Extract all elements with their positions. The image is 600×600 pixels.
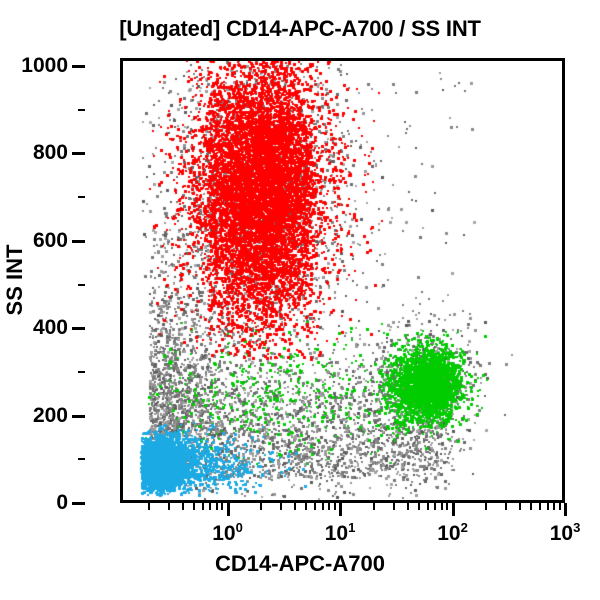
x-minor-tick bbox=[417, 503, 420, 510]
x-minor-tick bbox=[209, 503, 212, 510]
y-minor-tick bbox=[78, 108, 85, 111]
y-tick-400 bbox=[72, 327, 85, 331]
x-tick-1e1 bbox=[339, 503, 342, 516]
y-tick-800 bbox=[72, 152, 85, 156]
x-minor-tick bbox=[221, 503, 224, 510]
x-tick-1e0 bbox=[226, 503, 230, 516]
x-minor-tick bbox=[440, 503, 443, 510]
x-minor-tick bbox=[314, 503, 317, 510]
x-minor-tick bbox=[546, 503, 549, 510]
y-tick-label-600: 600 bbox=[32, 228, 68, 252]
y-tick-label-400: 400 bbox=[32, 316, 68, 340]
y-tick-200 bbox=[72, 414, 85, 418]
x-minor-tick bbox=[280, 503, 283, 510]
x-tick-1e3 bbox=[564, 503, 567, 516]
x-minor-tick bbox=[485, 503, 488, 510]
x-tick-1e2 bbox=[451, 503, 455, 516]
x-minor-tick bbox=[321, 503, 324, 510]
y-tick-label-1000: 1000 bbox=[21, 54, 68, 77]
x-minor-tick bbox=[426, 503, 429, 510]
x-minor-tick bbox=[539, 503, 542, 510]
y-minor-tick bbox=[78, 283, 85, 286]
x-minor-tick bbox=[333, 503, 336, 510]
x-minor-tick bbox=[294, 503, 297, 510]
x-minor-tick bbox=[558, 503, 561, 510]
x-minor-tick bbox=[553, 503, 556, 510]
x-minor-tick bbox=[505, 503, 508, 510]
x-minor-tick bbox=[372, 503, 375, 510]
y-minor-tick bbox=[78, 458, 85, 461]
x-minor-tick bbox=[147, 503, 150, 510]
x-minor-tick bbox=[328, 503, 331, 510]
x-minor-tick bbox=[192, 503, 195, 510]
x-minor-tick bbox=[519, 503, 522, 510]
y-tick-0 bbox=[72, 502, 85, 505]
y-minor-tick bbox=[78, 196, 85, 199]
x-tick-label-1e0: 100 bbox=[212, 520, 243, 545]
x-minor-tick bbox=[406, 503, 409, 510]
scatter-canvas bbox=[123, 61, 562, 500]
x-minor-tick bbox=[201, 503, 204, 510]
y-tick-label-0: 0 bbox=[56, 491, 68, 514]
plot-area bbox=[120, 58, 565, 503]
x-minor-tick bbox=[434, 503, 437, 510]
x-tick-label-1e2: 102 bbox=[437, 520, 468, 545]
x-minor-tick bbox=[530, 503, 533, 510]
y-axis-title: SS INT bbox=[2, 244, 27, 316]
x-minor-tick bbox=[181, 503, 184, 510]
x-axis-title: CD14-APC-A700 bbox=[215, 551, 385, 576]
y-tick-label-200: 200 bbox=[32, 403, 68, 427]
x-minor-tick bbox=[260, 503, 263, 510]
x-tick-label-1e3: 103 bbox=[549, 520, 581, 545]
x-minor-tick bbox=[305, 503, 308, 510]
x-minor-tick bbox=[446, 503, 449, 510]
x-minor-tick bbox=[215, 503, 218, 510]
x-minor-tick bbox=[392, 503, 395, 510]
y-minor-tick bbox=[78, 370, 85, 373]
x-axis: CD14-APC-A700 100 101 102 103 bbox=[0, 503, 600, 600]
page-title: [Ungated] CD14-APC-A700 / SS INT bbox=[119, 16, 481, 41]
y-tick-label-800: 800 bbox=[32, 141, 68, 165]
y-tick-1000 bbox=[72, 65, 85, 68]
y-axis: SS INT 1000 800 600 400 200 0 bbox=[0, 0, 120, 600]
x-tick-label-1e1: 101 bbox=[324, 520, 356, 545]
y-tick-600 bbox=[72, 239, 85, 243]
x-minor-tick bbox=[167, 503, 170, 510]
